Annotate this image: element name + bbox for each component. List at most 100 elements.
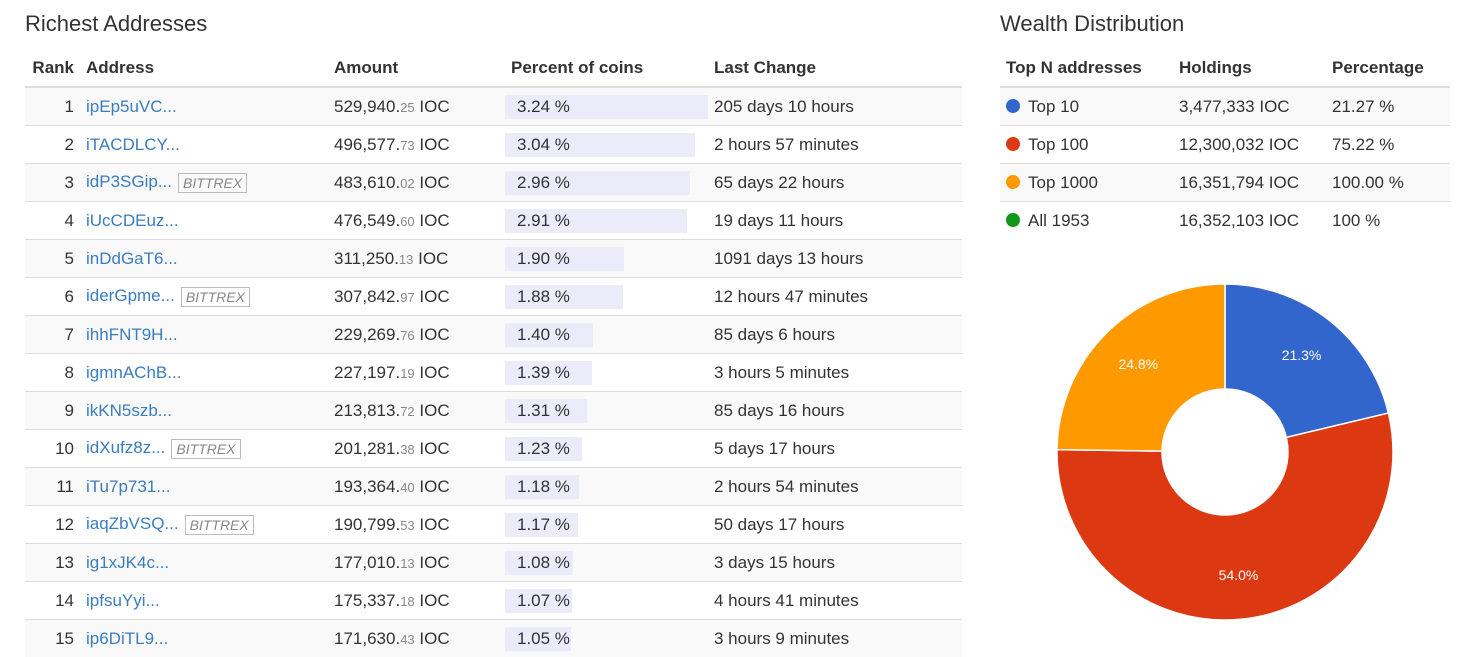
percent-cell: 2.96 %: [505, 164, 708, 202]
amount-unit: IOC: [415, 325, 450, 344]
last-change-cell: 50 days 17 hours: [708, 506, 962, 544]
rank-cell: 14: [25, 582, 80, 620]
amount-cell: 483,610.02 IOC: [328, 164, 505, 202]
percent-cell: 2.91 %: [505, 202, 708, 240]
rank-cell: 11: [25, 468, 80, 506]
richest-addresses-table: Rank Address Amount Percent of coins Las…: [25, 50, 962, 657]
last-change-cell: 4 hours 41 minutes: [708, 582, 962, 620]
table-row: 14 ipfsuYyi... 175,337.18 IOC 1.07 % 4 hours…: [25, 582, 962, 620]
percent-cell: 1.40 %: [505, 316, 708, 354]
top-n-cell: Top 100: [1000, 126, 1173, 164]
amount-integer: 311,250.: [334, 249, 399, 268]
amount-decimal: 25: [400, 100, 414, 115]
amount-integer: 496,577.: [334, 135, 400, 154]
address-link[interactable]: iTACDLCY...: [86, 135, 180, 154]
holdings-cell: 16,352,103 IOC: [1173, 202, 1326, 240]
last-change-cell: 2 hours 57 minutes: [708, 126, 962, 164]
address-link[interactable]: igmnAChB...: [86, 363, 181, 382]
percent-value: 1.23 %: [511, 439, 570, 458]
address-cell: ipEp5uVC...: [80, 87, 328, 126]
amount-cell: 307,842.97 IOC: [328, 278, 505, 316]
amount-decimal: 43: [400, 632, 414, 647]
percent-cell: 1.39 %: [505, 354, 708, 392]
percent-value: 2.91 %: [511, 211, 570, 230]
address-cell: iderGpme... BITTREX: [80, 278, 328, 316]
percent-header[interactable]: Percent of coins: [505, 50, 708, 87]
percent-value: 1.07 %: [511, 591, 570, 610]
address-link[interactable]: ipEp5uVC...: [86, 97, 177, 116]
last-change-cell: 85 days 6 hours: [708, 316, 962, 354]
slice-label: 54.0%: [1219, 567, 1259, 583]
percent-cell: 3.24 %: [505, 87, 708, 126]
amount-cell: 175,337.18 IOC: [328, 582, 505, 620]
percent-value: 1.88 %: [511, 287, 570, 306]
address-header[interactable]: Address: [80, 50, 328, 87]
amount-unit: IOC: [415, 211, 450, 230]
address-link[interactable]: idXufz8z...: [86, 438, 165, 457]
address-cell: ipfsuYyi...: [80, 582, 328, 620]
exchange-badge: BITTREX: [181, 287, 250, 307]
address-link[interactable]: iTu7p731...: [86, 477, 170, 496]
last-change-cell: 19 days 11 hours: [708, 202, 962, 240]
rank-cell: 5: [25, 240, 80, 278]
address-cell: iTACDLCY...: [80, 126, 328, 164]
percent-value: 1.08 %: [511, 553, 570, 572]
rank-cell: 6: [25, 278, 80, 316]
percent-cell: 1.17 %: [505, 506, 708, 544]
address-link[interactable]: iderGpme...: [86, 286, 175, 305]
amount-decimal: 73: [400, 138, 414, 153]
rank-header[interactable]: Rank: [25, 50, 80, 87]
last-change-cell: 12 hours 47 minutes: [708, 278, 962, 316]
address-link[interactable]: ig1xJK4c...: [86, 553, 169, 572]
amount-unit: IOC: [415, 515, 450, 534]
percent-value: 1.40 %: [511, 325, 570, 344]
percent-value: 3.24 %: [511, 97, 570, 116]
last-change-header[interactable]: Last Change: [708, 50, 962, 87]
table-header-row: Rank Address Amount Percent of coins Las…: [25, 50, 962, 87]
address-link[interactable]: idP3SGip...: [86, 172, 172, 191]
amount-decimal: 53: [400, 518, 414, 533]
slice-label: 21.3%: [1282, 347, 1322, 363]
percent-cell: 1.88 %: [505, 278, 708, 316]
holdings-cell: 16,351,794 IOC: [1173, 164, 1326, 202]
address-link[interactable]: iaqZbVSQ...: [86, 514, 179, 533]
amount-integer: 227,197.: [334, 363, 400, 382]
last-change-cell: 3 days 15 hours: [708, 544, 962, 582]
address-cell: iaqZbVSQ... BITTREX: [80, 506, 328, 544]
address-link[interactable]: ip6DiTL9...: [86, 629, 168, 648]
address-link[interactable]: ipfsuYyi...: [86, 591, 160, 610]
amount-integer: 307,842.: [334, 287, 400, 306]
amount-unit: IOC: [415, 629, 450, 648]
amount-integer: 229,269.: [334, 325, 400, 344]
exchange-badge: BITTREX: [185, 515, 254, 535]
amount-header[interactable]: Amount: [328, 50, 505, 87]
amount-decimal: 40: [400, 480, 414, 495]
amount-integer: 529,940.: [334, 97, 400, 116]
percentage-cell: 21.27 %: [1326, 87, 1450, 126]
address-link[interactable]: ihhFNT9H...: [86, 325, 178, 344]
address-link[interactable]: ikKN5szb...: [86, 401, 172, 420]
wealth-distribution-donut-chart: 21.3% 54.0% 24.8%: [1053, 280, 1397, 624]
percent-value: 1.31 %: [511, 401, 570, 420]
slice-label: 24.8%: [1118, 356, 1158, 372]
holdings-cell: 3,477,333 IOC: [1173, 87, 1326, 126]
amount-cell: 213,813.72 IOC: [328, 392, 505, 430]
exchange-badge: BITTREX: [171, 439, 240, 459]
percent-value: 1.39 %: [511, 363, 570, 382]
holdings-cell: 12,300,032 IOC: [1173, 126, 1326, 164]
amount-integer: 177,010.: [334, 553, 400, 572]
last-change-cell: 3 hours 9 minutes: [708, 620, 962, 657]
amount-integer: 175,337.: [334, 591, 400, 610]
legend-dot-icon: [1006, 99, 1020, 113]
address-link[interactable]: inDdGaT6...: [86, 249, 178, 268]
amount-unit: IOC: [415, 287, 450, 306]
amount-cell: 229,269.76 IOC: [328, 316, 505, 354]
percentage-cell: 100.00 %: [1326, 164, 1450, 202]
address-link[interactable]: iUcCDEuz...: [86, 211, 179, 230]
address-cell: iUcCDEuz...: [80, 202, 328, 240]
